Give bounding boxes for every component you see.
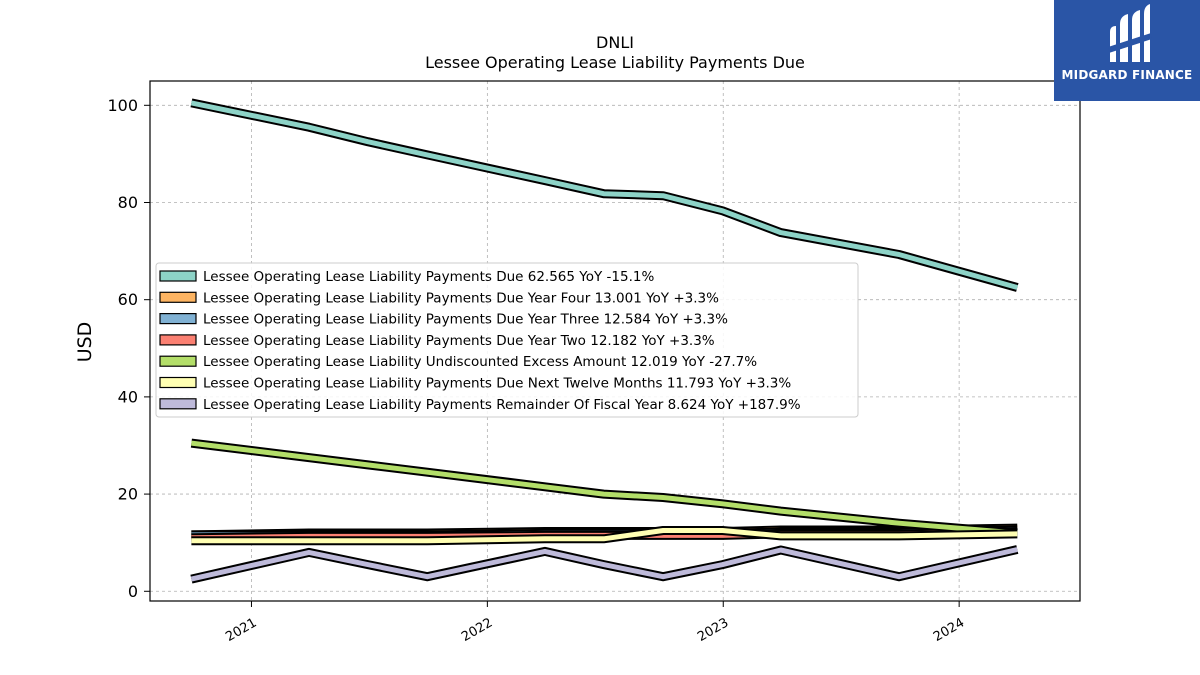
y-tick-label: 20: [118, 485, 138, 504]
y-tick-label: 0: [128, 582, 138, 601]
chart-subtitle: Lessee Operating Lease Liability Payment…: [425, 53, 805, 72]
chart-title: DNLI: [596, 33, 634, 52]
y-tick-label: 60: [118, 290, 138, 309]
y-axis: 0 20 40 60 80 100: [107, 96, 150, 601]
legend-entry: Lessee Operating Lease Liability Payment…: [203, 269, 654, 285]
y-tick-label: 40: [118, 387, 138, 406]
legend-swatch: [159, 398, 197, 410]
legend: Lessee Operating Lease Liability Payment…: [155, 262, 859, 418]
series-layer: [190, 98, 1019, 584]
legend-swatch: [159, 270, 197, 282]
legend-swatch: [159, 334, 197, 346]
legend-swatch: [159, 376, 197, 389]
legend-box: [155, 262, 859, 418]
x-tick-label: 2023: [695, 615, 731, 645]
legend-swatch: [159, 313, 197, 325]
logo-text: MIDGARD FINANCE: [1061, 68, 1193, 82]
midgard-logo-icon: [1108, 4, 1152, 62]
series-line: [190, 100, 1018, 290]
x-tick-label: 2022: [459, 615, 495, 645]
legend-swatch: [159, 291, 197, 303]
x-tick-label: 2021: [223, 615, 259, 645]
legend-entry: Lessee Operating Lease Liability Payment…: [203, 312, 728, 328]
x-tick-label: 2024: [931, 615, 967, 645]
legend-entry: Lessee Operating Lease Liability Payment…: [203, 290, 719, 306]
plot-frame: [149, 80, 1081, 602]
legend-swatch: [159, 355, 197, 367]
midgard-finance-logo: MIDGARD FINANCE: [1054, 0, 1200, 101]
y-tick-label: 100: [107, 96, 138, 115]
series-line: [190, 547, 1018, 582]
x-axis: 2021 2022 2023 2024: [223, 601, 967, 645]
legend-entry: Lessee Operating Lease Liability Payment…: [203, 376, 791, 392]
legend-entry: Lessee Operating Lease Liability Undisco…: [203, 354, 757, 370]
legend-entry: Lessee Operating Lease Liability Payment…: [203, 333, 715, 349]
y-axis-label: USD: [74, 322, 96, 363]
legend-entry: Lessee Operating Lease Liability Payment…: [203, 397, 801, 413]
y-tick-label: 80: [118, 193, 138, 212]
